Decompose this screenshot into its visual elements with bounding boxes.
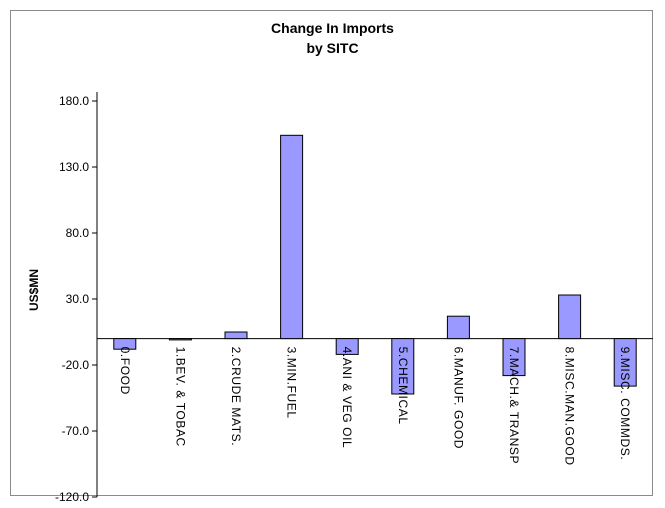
bar (558, 294, 582, 340)
chart-subtitle: by SITC (306, 40, 359, 56)
bar (446, 315, 470, 340)
category-label: 7.MACH.& TRANSP (507, 347, 521, 464)
chart-title: Change In Imports (271, 20, 394, 36)
bar (224, 331, 248, 340)
bar (335, 338, 359, 355)
category-label: 5.CHEMICAL (396, 347, 410, 425)
category-labels: 0.FOOD 1.BEV. & TOBAC 2.CRUDE MATS. 3.MIN.F… (118, 347, 632, 466)
category-label: 6.MANUF. GOOD (451, 347, 465, 449)
bar-series (113, 134, 637, 395)
bar (113, 338, 137, 350)
chart-axes: 180.0 130.0 80.0 30.0 -20.0 -70.0 -120.0 (55, 92, 653, 504)
y-tick-label: 130.0 (59, 160, 89, 174)
bar (613, 338, 637, 387)
y-tick-label: -70.0 (62, 424, 90, 438)
category-label: 9.MISC. COMMDS. (618, 347, 632, 461)
bar (502, 338, 526, 377)
category-label: 3.MIN.FUEL (285, 347, 299, 419)
category-label: 1.BEV. & TOBAC (173, 347, 187, 447)
category-label: 4.ANI & VEG OIL (340, 347, 354, 449)
category-label: 2.CRUDE MATS. (229, 347, 243, 447)
y-tick-label: -20.0 (62, 358, 90, 372)
bar (168, 338, 192, 341)
y-tick-label: 80.0 (66, 226, 90, 240)
bar (391, 338, 415, 395)
y-axis-label: US$MN (27, 269, 41, 311)
y-tick-label: 30.0 (66, 292, 90, 306)
chart-frame (10, 10, 653, 496)
y-tick-label: -120.0 (55, 490, 89, 504)
category-label: 0.FOOD (118, 347, 132, 395)
category-label: 8.MISC.MAN.GOOD (563, 347, 577, 466)
bar (280, 134, 304, 340)
y-tick-label: 180.0 (59, 94, 89, 108)
